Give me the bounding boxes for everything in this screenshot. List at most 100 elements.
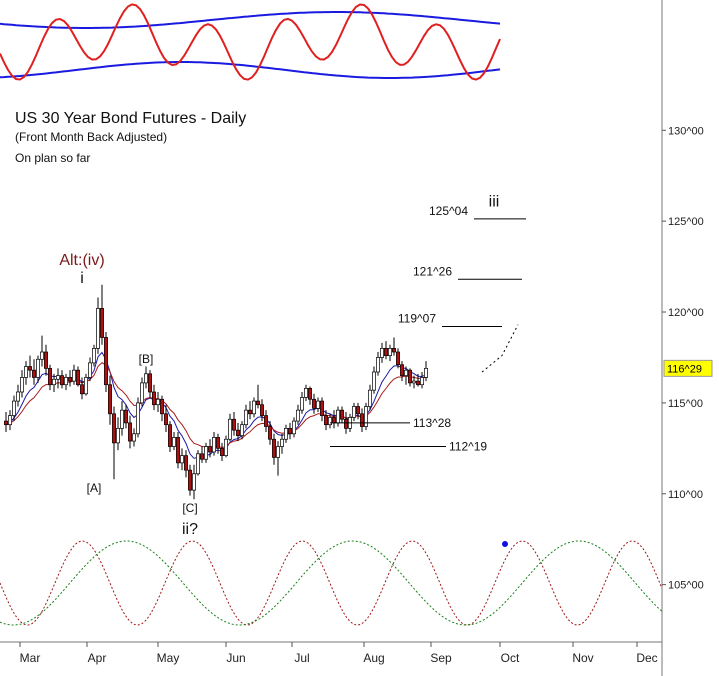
y-tick-label: 115^00 bbox=[668, 398, 703, 410]
candle-up bbox=[336, 409, 340, 424]
x-tick-label: May bbox=[157, 651, 180, 665]
candle-down bbox=[148, 373, 152, 393]
candle-down bbox=[32, 369, 36, 378]
candle-up bbox=[56, 375, 60, 380]
candle-up bbox=[196, 453, 200, 475]
projection-line bbox=[481, 324, 519, 373]
candle-down bbox=[236, 429, 240, 436]
x-tick-label: Aug bbox=[363, 651, 384, 665]
candle-down bbox=[392, 348, 396, 353]
wave-labels: Alt:(iv)i [B] [A] [C] ii? iii bbox=[59, 194, 499, 538]
candle-up bbox=[420, 377, 424, 386]
candle-up bbox=[204, 446, 208, 460]
candle-up bbox=[180, 455, 184, 464]
wave-label: [B] bbox=[139, 352, 154, 366]
x-tick-label: Nov bbox=[572, 651, 593, 665]
candle-down bbox=[188, 469, 192, 491]
candle-up bbox=[40, 351, 44, 360]
candle-up bbox=[132, 433, 136, 442]
candle-up bbox=[8, 415, 12, 426]
candle-down bbox=[312, 398, 316, 409]
candle-up bbox=[424, 368, 428, 378]
level-label: 119^07 bbox=[398, 312, 436, 326]
candle-up bbox=[224, 438, 228, 456]
candle-down bbox=[164, 413, 168, 426]
candle-down bbox=[76, 369, 80, 386]
wave-label: i bbox=[80, 270, 84, 287]
candle-down bbox=[256, 400, 260, 406]
cycle-marker bbox=[502, 541, 508, 547]
candle-down bbox=[4, 420, 8, 426]
y-tick-label: 125^00 bbox=[668, 216, 704, 228]
y-tick-label: 120^00 bbox=[668, 307, 704, 319]
candle-up bbox=[244, 409, 248, 426]
chart-title: US 30 Year Bond Futures - Daily bbox=[15, 110, 247, 127]
last-price-tag bbox=[663, 359, 713, 377]
y-tick-label: 105^00 bbox=[668, 580, 704, 592]
candle-down bbox=[360, 413, 364, 427]
candle-down bbox=[320, 400, 324, 416]
candle-down bbox=[356, 406, 360, 415]
candle-down bbox=[272, 438, 276, 458]
candle-down bbox=[152, 391, 156, 406]
candle-up bbox=[116, 427, 120, 444]
candle-down bbox=[160, 398, 164, 415]
candle-up bbox=[120, 409, 124, 429]
candle-up bbox=[296, 409, 300, 422]
candle-up bbox=[140, 382, 144, 404]
candle-up bbox=[228, 418, 232, 440]
candle-up bbox=[192, 473, 196, 491]
candle-up bbox=[172, 437, 176, 447]
ema-slow-line bbox=[5, 361, 427, 449]
candle-down bbox=[248, 409, 252, 415]
candle-up bbox=[36, 358, 40, 378]
candle-up bbox=[292, 420, 296, 435]
candle-up bbox=[388, 348, 392, 356]
candle-up bbox=[380, 348, 384, 358]
candle-down bbox=[232, 418, 236, 431]
chart-subtitle: (Front Month Back Adjusted) bbox=[15, 130, 168, 144]
candle-down bbox=[100, 308, 104, 338]
candle-down bbox=[200, 453, 204, 460]
candle-down bbox=[260, 404, 264, 416]
candle-down bbox=[308, 388, 312, 400]
x-tick-label: Mar bbox=[20, 651, 41, 665]
cycle-long-line bbox=[0, 540, 663, 626]
x-tick-label: Jun bbox=[226, 651, 245, 665]
cycle-waves bbox=[0, 540, 663, 626]
candle-up bbox=[404, 369, 408, 376]
candle-up bbox=[212, 437, 216, 453]
candle-down bbox=[108, 384, 112, 415]
candle-down bbox=[184, 455, 188, 471]
candle-down bbox=[268, 426, 272, 440]
candle-down bbox=[48, 368, 52, 386]
candle-up bbox=[372, 371, 376, 391]
candle-up bbox=[276, 446, 280, 458]
candle-down bbox=[416, 380, 420, 386]
candle-up bbox=[328, 417, 332, 426]
ema-fast-line bbox=[5, 351, 427, 459]
candle-down bbox=[344, 418, 348, 429]
candle-up bbox=[64, 377, 68, 386]
candle-down bbox=[176, 437, 180, 464]
candle-up bbox=[156, 398, 160, 406]
target-levels: 125^04 121^26 119^07 113^28 112^19 bbox=[330, 204, 526, 454]
wave-label: ii? bbox=[182, 521, 198, 538]
wave-label: Alt:(iv) bbox=[59, 252, 104, 269]
wave-label: [A] bbox=[87, 481, 102, 495]
candle-up bbox=[364, 406, 368, 427]
candle-up bbox=[88, 362, 92, 378]
candle-up bbox=[16, 391, 20, 402]
candle-up bbox=[20, 377, 24, 393]
y-tick-label: 130^00 bbox=[668, 125, 704, 137]
x-tick-label: Dec bbox=[636, 651, 657, 665]
candle-down bbox=[104, 337, 108, 386]
candle-up bbox=[84, 377, 88, 395]
candle-up bbox=[24, 366, 28, 378]
candle-up bbox=[412, 380, 416, 384]
candle-down bbox=[340, 409, 344, 420]
candle-down bbox=[208, 446, 212, 453]
candle-down bbox=[128, 422, 132, 442]
